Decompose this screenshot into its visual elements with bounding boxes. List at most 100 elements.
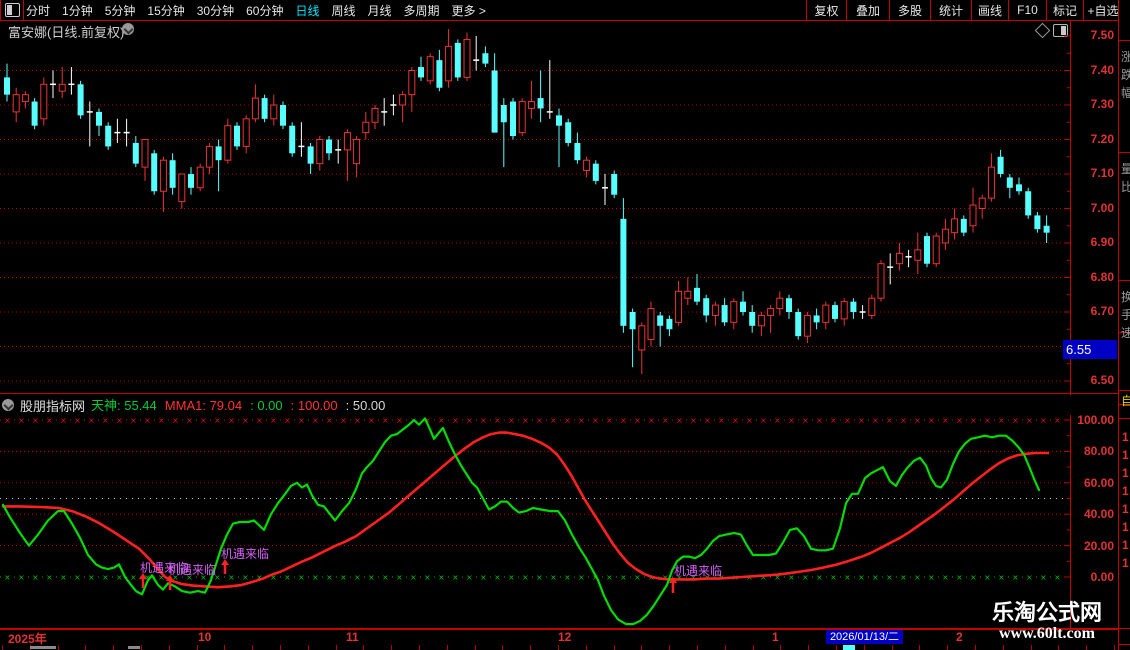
indicator-values: 天神: 55.44 MMA1: 79.04: 0.00: 100.00: 50.0…	[91, 395, 393, 415]
period-toolbar: 分时 1分钟 5分钟 15分钟 30分钟 60分钟 日线 周线 月线 多周期 更多 > 复权 叠加 多股…	[0, 0, 1130, 21]
svg-text:×: ×	[578, 416, 585, 425]
clipped-bottom-toolbar	[0, 645, 1130, 650]
tab-period-6[interactable]: 日线	[295, 3, 320, 18]
svg-text:×: ×	[424, 573, 431, 582]
svg-text:×: ×	[942, 573, 949, 582]
window-pane-icon[interactable]	[1053, 24, 1068, 37]
tab-period-2[interactable]: 5分钟	[104, 3, 136, 18]
signal-text-1: 机遇来临	[168, 563, 217, 577]
svg-text:×: ×	[984, 416, 991, 425]
price-crosshair-badge: 6.55	[1063, 340, 1117, 359]
svg-text:×: ×	[1012, 573, 1019, 582]
indicator-tick-label: 40.00	[1083, 507, 1114, 522]
toolbar-button-1[interactable]: 叠加	[846, 0, 889, 20]
bottom-strip-divider	[113, 645, 115, 650]
strip-divider	[1119, 390, 1130, 391]
strip-divider	[1119, 404, 1130, 405]
svg-text:×: ×	[620, 416, 627, 425]
toolbar-button-2[interactable]: 多股	[889, 0, 930, 20]
svg-text:×: ×	[914, 416, 921, 425]
svg-text:×: ×	[662, 416, 669, 425]
svg-text:×: ×	[340, 416, 347, 425]
svg-text:×: ×	[214, 416, 221, 425]
indicator-name[interactable]: 股朋指标网	[20, 398, 86, 414]
svg-text:×: ×	[438, 416, 445, 425]
svg-text:×: ×	[116, 416, 123, 425]
svg-text:×: ×	[46, 573, 53, 582]
strip-number-3: 1	[1122, 484, 1129, 498]
tab-period-1[interactable]: 1分钟	[62, 3, 93, 18]
svg-text:×: ×	[606, 416, 613, 425]
price-tick-label: 6.70	[1090, 304, 1114, 318]
toolbar-button-0[interactable]: 复权	[806, 0, 846, 20]
strip-glyph-5: 换	[1121, 288, 1130, 305]
svg-text:×: ×	[900, 573, 907, 582]
chevron-down-icon[interactable]	[122, 23, 134, 35]
svg-text:×: ×	[284, 573, 291, 582]
bottom-strip-divider	[697, 645, 698, 650]
toolbar-button-4[interactable]: 画线	[971, 0, 1008, 20]
svg-text:×: ×	[844, 573, 851, 582]
signal-text-3: 机遇来临	[674, 564, 723, 578]
svg-text:×: ×	[760, 573, 767, 582]
svg-text:×: ×	[830, 573, 837, 582]
svg-text:×: ×	[564, 416, 571, 425]
bottom-strip-divider	[446, 645, 448, 650]
svg-text:×: ×	[102, 573, 109, 582]
svg-text:×: ×	[760, 416, 767, 425]
svg-text:×: ×	[634, 416, 641, 425]
date-tick-label-1: 10	[198, 630, 212, 644]
bottom-strip-divider	[391, 645, 393, 650]
svg-text:×: ×	[1054, 416, 1061, 425]
strip-divider	[1119, 644, 1130, 645]
toolbar-button-7[interactable]: +自选	[1083, 0, 1122, 20]
svg-text:×: ×	[32, 573, 39, 582]
svg-text:×: ×	[158, 416, 165, 425]
toolbar-button-5[interactable]: F10	[1008, 0, 1046, 20]
svg-text:×: ×	[354, 416, 361, 425]
tab-period-0[interactable]: 分时	[26, 3, 51, 18]
svg-text:×: ×	[424, 416, 431, 425]
svg-text:×: ×	[872, 573, 879, 582]
bottom-strip-divider	[947, 645, 949, 650]
svg-text:×: ×	[872, 416, 879, 425]
price-tick-label: 7.00	[1090, 200, 1114, 215]
tab-period-5[interactable]: 60分钟	[246, 3, 284, 18]
tab-period-10[interactable]: 更多 >	[451, 3, 486, 18]
svg-text:×: ×	[816, 416, 823, 425]
tab-period-3[interactable]: 15分钟	[147, 3, 185, 18]
strip-number-6: 1	[1122, 538, 1129, 552]
watermark-url: www.60lt.com	[999, 625, 1095, 642]
svg-text:×: ×	[1026, 416, 1033, 425]
indicator-header: 股朋指标网 天神: 55.44 MMA1: 79.04: 0.00: 100.00…	[0, 395, 1118, 415]
svg-text:×: ×	[312, 573, 319, 582]
toolbar-button-6[interactable]: 标记	[1046, 0, 1083, 20]
bottom-strip-divider	[585, 645, 587, 650]
svg-text:×: ×	[46, 416, 53, 425]
svg-text:×: ×	[648, 416, 655, 425]
svg-text:×: ×	[4, 416, 11, 425]
svg-text:×: ×	[466, 416, 473, 425]
svg-text:×: ×	[1040, 416, 1047, 425]
tab-period-4[interactable]: 30分钟	[196, 3, 235, 18]
svg-text:×: ×	[970, 573, 977, 582]
svg-text:×: ×	[928, 573, 935, 582]
svg-text:×: ×	[228, 573, 235, 582]
date-tick-label-2: 11	[346, 630, 359, 644]
bottom-strip-divider	[919, 645, 921, 650]
indicator-collapse-icon[interactable]	[2, 399, 14, 411]
tab-period-8[interactable]: 月线	[367, 3, 392, 18]
tab-period-9[interactable]: 多周期	[403, 3, 440, 18]
strip-number-0: 1	[1122, 430, 1129, 444]
svg-text:×: ×	[242, 416, 249, 425]
layout-toggle-button[interactable]	[0, 0, 24, 20]
toolbar-button-3[interactable]: 统计	[930, 0, 971, 20]
signal-text-0: 机遇来临	[140, 561, 189, 575]
price-tick-label: 6.90	[1090, 235, 1114, 249]
tab-period-7[interactable]: 周线	[331, 3, 356, 18]
svg-text:×: ×	[606, 573, 613, 582]
bottom-strip-divider	[1002, 645, 1004, 650]
strip-glyph-1: 跌	[1121, 66, 1130, 83]
bottom-strip-divider	[530, 645, 532, 650]
